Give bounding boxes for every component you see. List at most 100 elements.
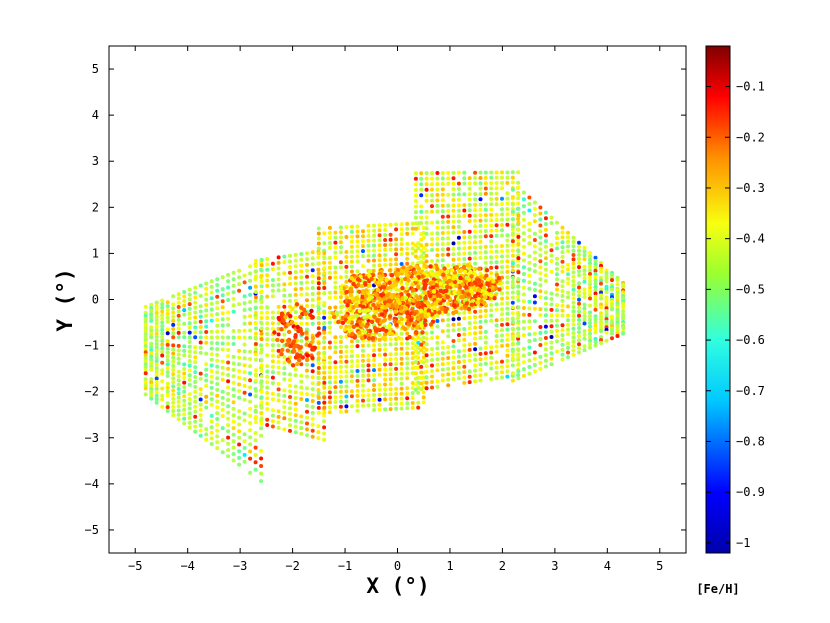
- data-point: [285, 348, 290, 353]
- data-point: [310, 387, 315, 392]
- data-point: [413, 387, 418, 392]
- data-point: [532, 350, 537, 355]
- data-point: [394, 401, 399, 406]
- data-point: [279, 327, 284, 332]
- data-point: [446, 312, 451, 317]
- data-point: [582, 276, 587, 281]
- data-point: [338, 300, 343, 305]
- data-point: [288, 378, 292, 382]
- data-point: [193, 429, 198, 434]
- data-point: [154, 321, 159, 326]
- data-point: [193, 350, 198, 355]
- data-point: [226, 348, 231, 352]
- data-point: [497, 287, 502, 292]
- data-point: [494, 181, 499, 185]
- data-point: [424, 198, 429, 203]
- data-point: [160, 331, 165, 336]
- data-point: [521, 346, 526, 351]
- data-point: [566, 327, 570, 332]
- data-point: [494, 254, 499, 259]
- data-point: [305, 274, 309, 279]
- data-point: [310, 399, 315, 403]
- data-point: [149, 348, 154, 352]
- data-point: [615, 278, 620, 282]
- data-point: [516, 376, 521, 381]
- data-point: [220, 389, 225, 394]
- data-point: [446, 317, 451, 322]
- data-point: [209, 301, 214, 306]
- data-point: [299, 362, 304, 367]
- data-point: [440, 258, 445, 263]
- data-point: [355, 244, 360, 249]
- data-point: [361, 398, 365, 403]
- data-point: [288, 406, 292, 411]
- data-point: [478, 234, 483, 239]
- data-point: [413, 215, 418, 220]
- data-point: [265, 401, 270, 406]
- data-point: [344, 389, 349, 394]
- data-point: [421, 390, 426, 395]
- data-point: [454, 283, 459, 289]
- data-point: [510, 202, 515, 207]
- data-point: [372, 388, 376, 392]
- data-point: [494, 370, 499, 375]
- data-point: [253, 310, 258, 315]
- data-point: [209, 369, 214, 374]
- data-point: [412, 270, 417, 275]
- data-point: [416, 284, 421, 290]
- data-point: [349, 394, 354, 399]
- data-point: [305, 392, 309, 397]
- data-point: [538, 295, 543, 300]
- data-point: [418, 308, 424, 313]
- data-point: [440, 176, 445, 181]
- data-point: [430, 176, 434, 181]
- data-point: [430, 369, 434, 373]
- data-point: [149, 315, 154, 320]
- data-point: [446, 230, 451, 235]
- data-point: [293, 264, 298, 269]
- data-point: [593, 314, 598, 319]
- data-point: [500, 259, 504, 264]
- data-point: [543, 358, 548, 363]
- data-point: [468, 269, 473, 275]
- data-point: [599, 293, 603, 298]
- data-point: [516, 263, 521, 268]
- data-point: [577, 334, 581, 339]
- data-point: [154, 393, 159, 398]
- data-point: [333, 305, 338, 310]
- data-point: [209, 380, 214, 385]
- data-point: [532, 281, 537, 286]
- data-point: [220, 323, 225, 328]
- data-point: [403, 326, 408, 332]
- data-point: [543, 210, 548, 215]
- data-point: [310, 280, 315, 285]
- data-point: [361, 239, 365, 244]
- data-point: [408, 317, 414, 323]
- data-point: [377, 342, 382, 347]
- data-point: [423, 290, 428, 295]
- data-point: [473, 325, 478, 330]
- data-point: [282, 371, 287, 376]
- x-axis-ticks: −5 −4 −3 −2 −1 0 1 2 3 4 5: [128, 46, 663, 573]
- data-point: [310, 292, 315, 296]
- data-point: [259, 263, 264, 268]
- data-point: [149, 367, 154, 372]
- data-point: [316, 430, 321, 435]
- data-point: [286, 322, 291, 327]
- data-point: [521, 197, 526, 202]
- data-point: [404, 272, 409, 277]
- data-point: [355, 408, 360, 413]
- data-point: [478, 186, 483, 191]
- data-points: [143, 170, 626, 484]
- data-point: [171, 351, 176, 356]
- data-point: [388, 257, 393, 262]
- data-point: [469, 282, 475, 287]
- data-point: [259, 331, 264, 336]
- data-point: [305, 262, 309, 267]
- data-point: [270, 278, 275, 282]
- data-point: [494, 212, 499, 217]
- colorbar-tick-label: −0.1: [736, 80, 765, 94]
- data-point: [446, 301, 451, 306]
- data-point: [299, 281, 304, 285]
- data-point: [456, 181, 461, 186]
